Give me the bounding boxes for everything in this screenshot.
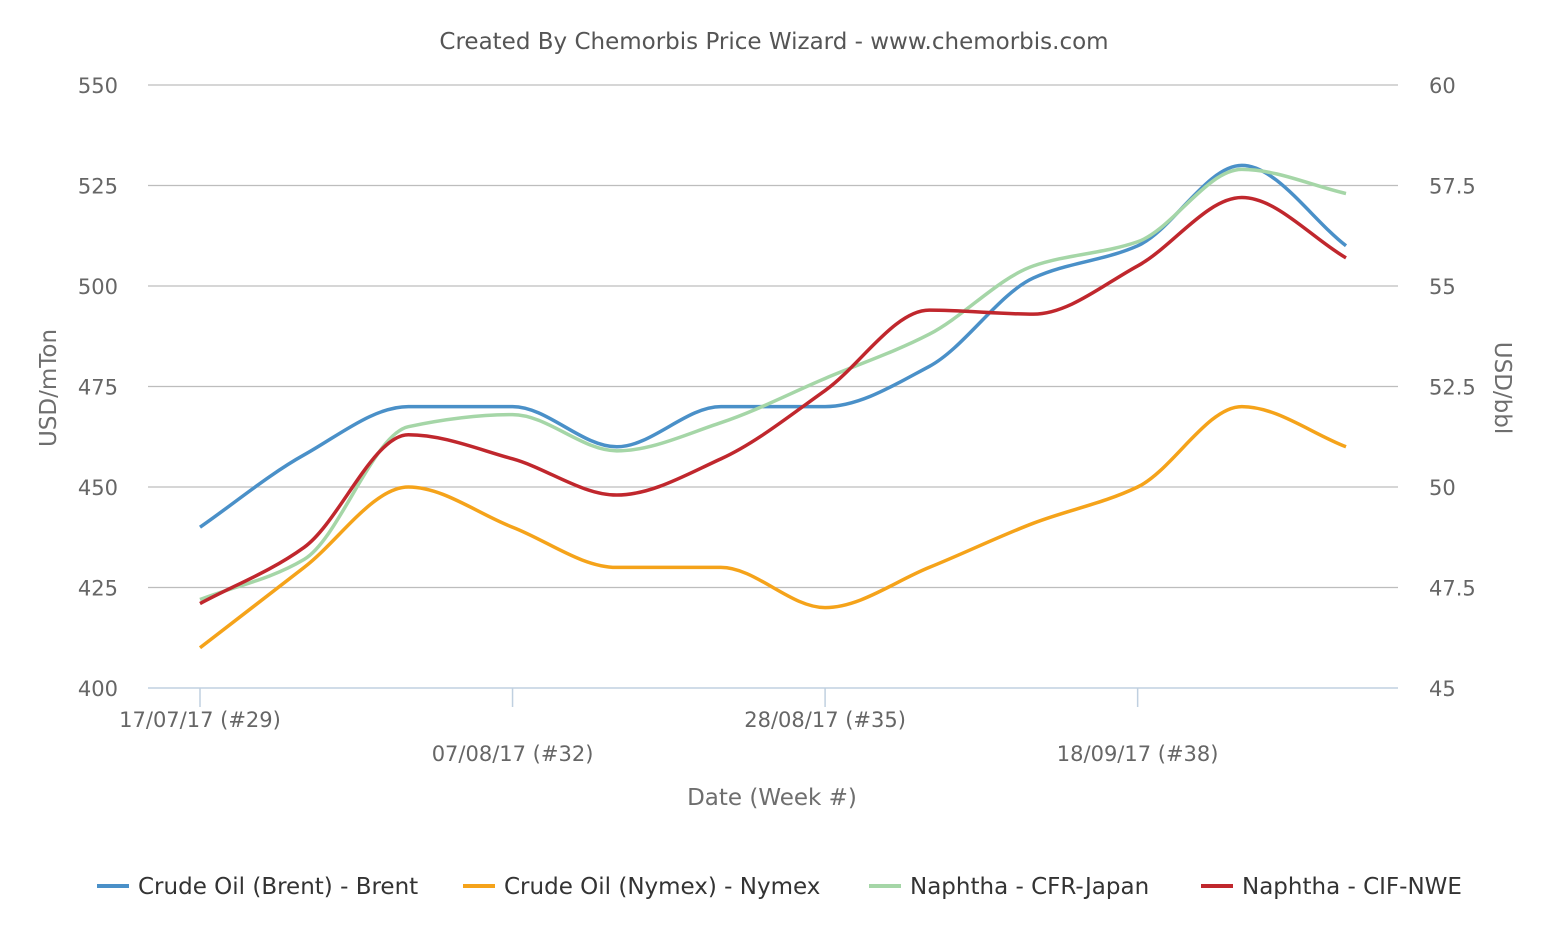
y-tick-label-left: 525: [78, 175, 118, 199]
series-line-3: [199, 167, 1347, 602]
x-tick-label: 28/08/17 (#35): [744, 708, 906, 732]
y-tick-label-right: 47.5: [1429, 577, 1476, 601]
legend-label: Crude Oil (Brent) - Brent: [138, 874, 418, 900]
y-axis-left-title: USD/mTon: [36, 329, 62, 447]
chart-title: Created By Chemorbis Price Wizard - www.…: [439, 29, 1108, 55]
y-tick-label-right: 50: [1429, 476, 1456, 500]
y-tick-label-right: 60: [1429, 74, 1456, 98]
y-tick-label-left: 425: [78, 577, 118, 601]
y-tick-label-left: 450: [78, 476, 118, 500]
x-axis: 17/07/17 (#29) 07/08/17 (#32) 28/08/17 (#3…: [119, 688, 1218, 766]
y-tick-label-left: 475: [78, 376, 118, 400]
y-axis-right: 45 47.5 50 52.5 55 57.5 60: [1429, 74, 1476, 701]
y-tick-label-right: 55: [1429, 275, 1456, 299]
y-tick-label-left: 400: [78, 677, 118, 701]
x-axis-title: Date (Week #): [687, 785, 857, 811]
y-axis-right-title: USD/bbl: [1489, 342, 1515, 434]
series-line-1: [199, 163, 1348, 529]
x-tick-label: 18/09/17 (#38): [1057, 742, 1219, 766]
legend-label: Naphtha - CFR-Japan: [910, 874, 1149, 900]
y-tick-label-left: 500: [78, 275, 118, 299]
series-line-4: [199, 195, 1347, 606]
y-axis-left: 400 425 450 475 500 525 550: [78, 74, 118, 701]
y-tick-label-right: 57.5: [1429, 175, 1476, 199]
legend-label: Naphtha - CIF-NWE: [1242, 874, 1462, 900]
x-tick-label: 17/07/17 (#29): [119, 708, 281, 732]
series-line-2: [198, 404, 1347, 650]
y-tick-label-right: 45: [1429, 677, 1456, 701]
x-tick-label: 07/08/17 (#32): [432, 742, 594, 766]
gridlines: [148, 84, 1398, 689]
legend-label: Crude Oil (Nymex) - Nymex: [504, 874, 820, 900]
series-lines: [198, 163, 1348, 650]
y-tick-label-right: 52.5: [1429, 376, 1476, 400]
legend: Crude Oil (Brent) - Brent Crude Oil (Nyme…: [97, 874, 1462, 900]
y-tick-label-left: 550: [78, 74, 118, 98]
